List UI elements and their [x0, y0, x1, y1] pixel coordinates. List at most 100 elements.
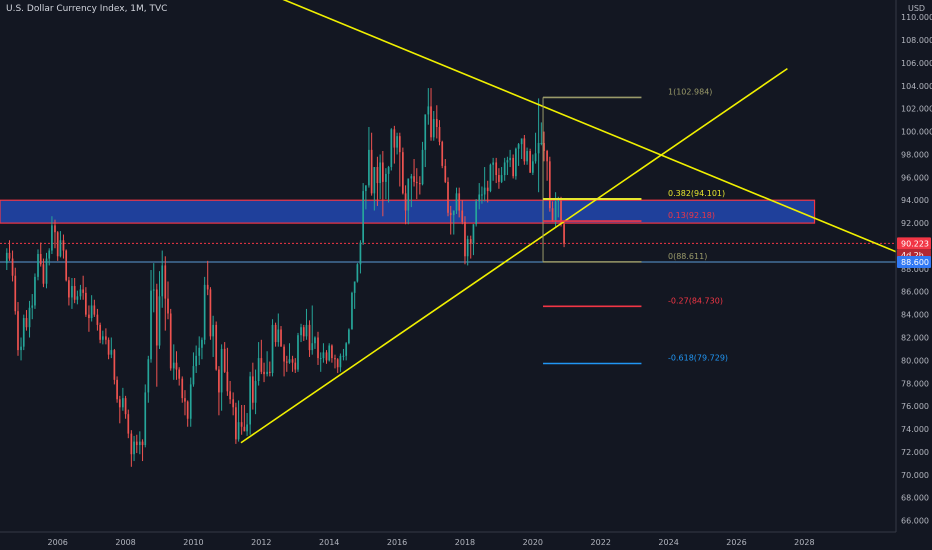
candle-body [226, 371, 229, 392]
candle-body [472, 224, 475, 244]
candle-body [56, 232, 59, 257]
candle-body [28, 307, 31, 328]
y-tick-label: 88.000 [901, 265, 929, 274]
candle-body [138, 441, 141, 446]
y-tick-label: 84.000 [901, 311, 929, 320]
candle-body [554, 201, 557, 222]
x-tick-label: 2008 [115, 538, 135, 547]
y-tick-label: 100.000 [901, 128, 932, 137]
candle-body [435, 118, 438, 127]
candle-body [39, 253, 42, 265]
candle-body [540, 143, 543, 145]
candle-body [155, 289, 158, 346]
y-tick-label: 66.000 [901, 517, 929, 526]
candle-body [427, 106, 430, 115]
candle-body [130, 433, 133, 455]
y-tick-label: 96.000 [901, 173, 929, 182]
candle-body [93, 305, 96, 315]
candle-body [141, 441, 144, 446]
y-tick-label: 98.000 [901, 150, 929, 159]
candle-body [373, 167, 376, 194]
candle-body [379, 162, 381, 184]
candle-body [172, 362, 175, 369]
candle-body [478, 194, 481, 202]
x-tick-label: 2022 [591, 538, 611, 547]
candle-body [263, 371, 265, 375]
candle-body [543, 143, 545, 152]
candle-body [498, 175, 500, 182]
candle-body [424, 114, 427, 150]
candle-body [260, 358, 263, 372]
candle-body [237, 422, 240, 440]
fib-level-label: -0.27(84.730) [668, 296, 723, 305]
candle-body [22, 318, 25, 347]
candle-body [99, 324, 101, 340]
candle-body [512, 157, 515, 177]
zone-rect [0, 199, 816, 224]
candle-body [268, 371, 271, 373]
candle-body [158, 296, 161, 346]
fib-level-label: 1(102.984) [668, 87, 712, 96]
candle-body [31, 305, 34, 308]
candle-body [48, 250, 51, 259]
candle-body [167, 298, 169, 314]
candle-body [503, 162, 506, 176]
x-tick-label: 2006 [48, 538, 68, 547]
candle-body [76, 296, 79, 300]
candle-body [85, 292, 87, 315]
candle-body [235, 407, 237, 440]
candle-body [79, 289, 82, 297]
candle-body [308, 324, 311, 351]
candle-body [359, 242, 362, 265]
candle-body [90, 305, 93, 319]
y-tick-label: 94.000 [901, 196, 929, 205]
candle-body [413, 176, 415, 182]
candle-body [116, 379, 118, 400]
candle-body [365, 185, 367, 192]
candle-body [101, 336, 104, 340]
candle-body [34, 276, 36, 306]
candle-body [557, 200, 560, 202]
candle-body [334, 358, 336, 360]
candle-body [14, 275, 17, 312]
candle-body [515, 148, 517, 177]
time-axis-bg [0, 532, 932, 550]
price-axis-bg [896, 0, 932, 550]
candle-body [322, 352, 325, 359]
x-tick-label: 2016 [387, 538, 407, 547]
y-tick-label: 76.000 [901, 402, 929, 411]
candle-body [317, 337, 319, 359]
candle-body [430, 106, 432, 138]
candle-body [203, 284, 206, 340]
candle-body [447, 181, 449, 213]
candle-body [220, 348, 223, 393]
candle-body [11, 258, 14, 276]
y-tick-label: 110.000 [901, 13, 932, 22]
candle-body [257, 358, 260, 381]
candle-body [418, 183, 421, 185]
candle-body [232, 399, 235, 408]
candle-body [175, 362, 178, 370]
candle-body [73, 286, 76, 300]
candle-body [356, 264, 359, 282]
candle-body [432, 118, 435, 138]
y-tick-label: 80.000 [901, 356, 929, 365]
candle-body [506, 160, 509, 163]
candle-body [302, 327, 305, 337]
candle-body [5, 252, 8, 264]
candle-body [529, 151, 531, 173]
time-axis: 2006 2008 2010 2012 2014 2016 2018 2020 2022 2024… [0, 531, 932, 550]
candle-body [534, 153, 537, 162]
candle-body [523, 138, 526, 162]
candle-body [390, 129, 393, 168]
trend-line-1 [240, 67, 788, 444]
fib-level-label: -0.618(79.729) [668, 353, 728, 362]
candle-body [229, 391, 231, 400]
candle-body [368, 149, 370, 186]
y-tick-label: 92.000 [901, 219, 929, 228]
candles [5, 88, 565, 467]
candle-body [206, 284, 209, 290]
candle-body [517, 144, 520, 149]
candle-body [370, 149, 373, 194]
